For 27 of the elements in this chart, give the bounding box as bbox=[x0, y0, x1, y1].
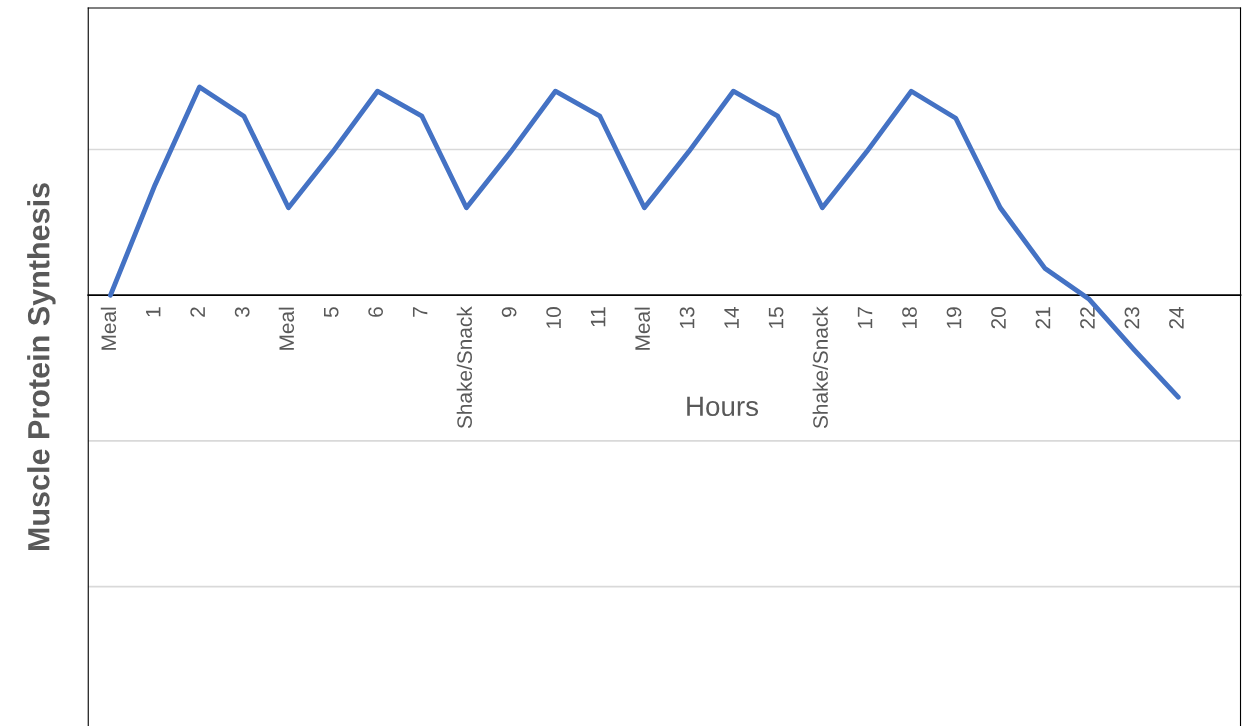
x-tick-label: Meal bbox=[634, 307, 650, 350]
x-tick-label: 11 bbox=[590, 307, 606, 327]
x-axis-title: Hours bbox=[687, 396, 759, 417]
x-tick-label: 14 bbox=[724, 306, 739, 328]
x-tick-label: 2 bbox=[190, 307, 205, 317]
x-tick-label: 3 bbox=[234, 307, 250, 318]
x-tick-label: Meal bbox=[278, 307, 295, 350]
x-tick-label: Shake/Snack bbox=[456, 306, 472, 429]
x-tick-label: 9 bbox=[501, 307, 517, 317]
x-tick-label: 15 bbox=[768, 307, 784, 328]
x-tick-label: 10 bbox=[546, 307, 561, 328]
x-tick-label: 13 bbox=[679, 307, 695, 328]
x-tick-label: 21 bbox=[1035, 307, 1051, 329]
x-tick-label: 20 bbox=[991, 307, 1006, 329]
x-tick-label: 7 bbox=[412, 307, 428, 317]
x-tick-label: 22 bbox=[1080, 307, 1095, 329]
x-tick-label: 24 bbox=[1169, 306, 1184, 329]
x-tick-label: 5 bbox=[324, 307, 339, 318]
x-tick-label: Shake/Snack bbox=[812, 306, 828, 429]
x-tick-label: 6 bbox=[368, 307, 384, 317]
x-tick-label: 18 bbox=[902, 307, 917, 328]
y-axis-title: Muscle Protein Synthesis bbox=[27, 183, 56, 551]
x-tick-label: 19 bbox=[946, 307, 962, 328]
x-tick-label: 23 bbox=[1124, 307, 1140, 329]
x-tick-label: 1 bbox=[146, 307, 161, 317]
x-tick-label: Meal bbox=[100, 307, 117, 350]
x-tick-label: 17 bbox=[857, 307, 873, 328]
